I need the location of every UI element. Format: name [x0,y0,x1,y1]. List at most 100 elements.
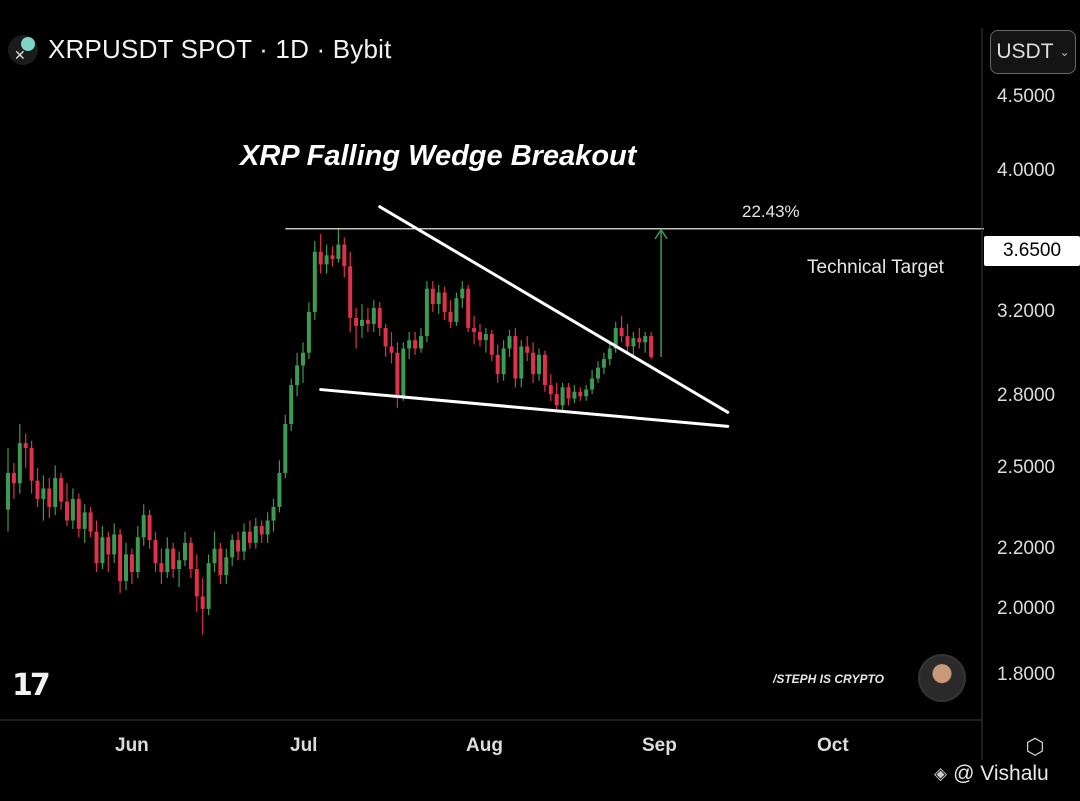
candle [537,348,541,381]
candle [360,304,364,339]
candle-body [413,340,418,349]
candle [525,336,530,362]
candle-body [430,288,435,305]
candle [147,509,152,549]
candle [324,244,329,274]
candle-body [472,327,477,332]
candle-body [554,394,559,406]
candle [289,378,294,432]
candle [153,531,158,573]
price-tick-label: 2.5000 [997,456,1056,478]
tradingview-logo-icon: 17 [12,668,51,703]
symbol-title: XRPUSDT SPOT · 1D · Bybit [48,34,392,64]
candle [542,350,547,392]
candle-body [507,336,512,349]
candle-body [537,354,541,375]
candle [424,281,429,343]
binance-diamond-icon: ◈ [934,764,948,784]
candle [483,327,488,353]
candle-body [23,443,28,448]
price-tick-label: 3.2000 [997,300,1056,322]
candle [17,423,22,494]
candle [94,520,99,573]
candle-body [82,512,87,529]
candle [377,302,382,337]
candle [601,352,606,375]
candle-body [519,346,524,379]
candle-body [277,472,282,507]
candle-body [188,542,193,570]
candle [112,523,117,564]
candle-body [70,498,75,521]
candle-body [478,331,482,341]
wedge-upper-line[interactable] [378,205,730,414]
candle-body [466,288,471,328]
candle [177,551,182,588]
candle-body [407,340,412,349]
author-avatar [918,654,966,702]
price-tick-label: 4.0000 [997,159,1056,181]
candle [460,281,465,308]
candle-body [590,378,595,390]
candle-body [112,534,117,555]
candle-body [301,352,305,366]
candle [53,465,58,516]
candle-body [525,346,530,353]
candle-body [613,327,618,349]
candle [625,323,630,353]
candle [165,537,170,579]
candle-body [531,352,536,375]
settings-icon[interactable]: ⬡ [1025,734,1045,759]
candle [76,493,81,538]
currency-dropdown[interactable]: USDT ⌄ [990,30,1076,74]
candle [354,307,359,349]
candle-body [118,534,123,582]
candle [566,382,571,406]
candle [271,498,276,532]
annotation-layer [285,205,984,428]
candle [277,460,282,513]
candle [631,331,636,355]
candle-body [348,266,353,318]
candle [159,548,164,585]
candle [283,414,288,479]
candle-body [460,288,465,299]
candle [265,512,270,543]
candle [218,542,223,585]
candle-body [289,385,294,424]
candle [65,483,69,527]
candle [389,331,394,364]
time-tick-label: Jul [290,735,318,756]
candle [129,548,134,585]
candle-body [283,423,288,473]
candle-body [448,311,453,322]
candle [371,300,376,332]
watermark: ◈ @ Vishalu [934,762,1049,786]
candle [436,284,441,314]
candle-body [501,348,506,375]
price-tick-label: 4.5000 [997,85,1056,107]
candle [70,488,75,529]
candle-body [265,520,270,535]
candle-body [578,391,583,397]
candle-body [200,596,205,609]
candle [495,344,500,383]
gain-percent-label: 22.43% [742,202,800,221]
candle-body [371,307,376,324]
candle-body [601,359,606,368]
candle [348,251,353,332]
candle [336,228,341,263]
candle [478,323,482,347]
candle-body [295,365,300,386]
candle [419,327,423,353]
candle [47,478,52,518]
wedge-lower-line[interactable] [319,388,730,428]
xrp-logo-icon: ✕ [8,34,38,65]
candle-body [165,548,170,573]
candle-body [259,526,264,535]
candle-body [495,354,500,375]
candle [253,517,258,549]
candle [596,361,600,383]
candle [259,520,264,543]
